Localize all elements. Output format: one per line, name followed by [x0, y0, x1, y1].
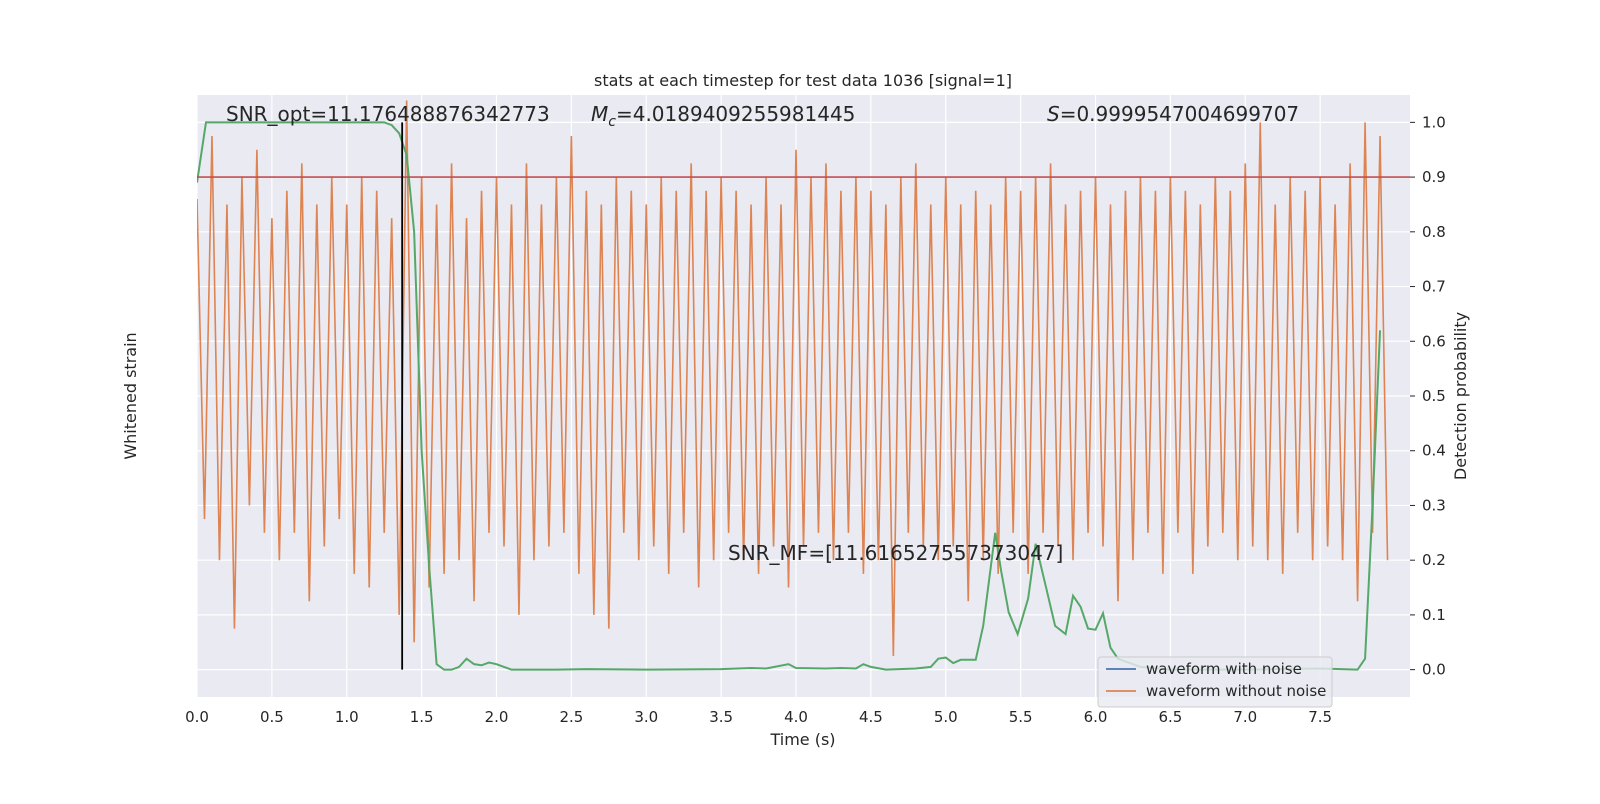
- x-tick-label: 2.0: [485, 708, 509, 726]
- annotation: SNR_MF=[11.616527557373047]: [728, 541, 1063, 565]
- y2-tick-label: 0.8: [1422, 223, 1446, 241]
- y2-tick-label: 0.6: [1422, 332, 1446, 350]
- x-tick-label: 1.5: [410, 708, 434, 726]
- x-tick-label: 3.0: [634, 708, 658, 726]
- y2-tick-label: 0.2: [1422, 551, 1446, 569]
- y2-tick-label: 0.5: [1422, 387, 1446, 405]
- y2-axis-label: Detection probability: [1451, 312, 1470, 480]
- x-tick-label: 6.5: [1158, 708, 1182, 726]
- y2-tick-label: 0.3: [1422, 496, 1446, 514]
- annotation-text: SNR_opt=11.176488876342773: [226, 102, 550, 126]
- series-line: [197, 100, 1389, 656]
- annotation-symbol: S: [1047, 102, 1060, 126]
- y-axis-label: Whitened strain: [121, 332, 140, 459]
- annotation-text: =0.9999547004699707: [1060, 102, 1299, 126]
- x-tick-label: 7.5: [1308, 708, 1332, 726]
- annotation: SNR_opt=11.176488876342773: [226, 102, 550, 126]
- y2-tick-label: 0.4: [1422, 442, 1446, 460]
- x-tick-label: 5.5: [1009, 708, 1033, 726]
- labels: 0.0 0.5 1.0 1.5 2.0 2.5 3.0 3.5 4.0 4.5 5.0 5.5 6.0 6…: [185, 102, 1446, 726]
- x-tick-label: 0.0: [185, 708, 209, 726]
- series-line: [197, 121, 1382, 671]
- y2-tick-label: 0.7: [1422, 278, 1446, 296]
- annotation-text: =4.0189409255981445: [616, 102, 855, 126]
- y2-tick-label: 0.0: [1422, 661, 1446, 679]
- chart-title: stats at each timestep for test data 103…: [594, 71, 1012, 90]
- x-tick-label: 0.5: [260, 708, 284, 726]
- x-tick-label: 2.5: [559, 708, 583, 726]
- annotation-subscript: c: [608, 114, 616, 130]
- x-tick-label: 5.0: [934, 708, 958, 726]
- y2-tick-label: 0.1: [1422, 606, 1446, 624]
- x-tick-label: 7.0: [1233, 708, 1257, 726]
- x-axis-label: Time (s): [769, 730, 835, 749]
- y2-tick-label: 1.0: [1422, 113, 1446, 131]
- marks: [197, 100, 1410, 671]
- x-tick-label: 3.5: [709, 708, 733, 726]
- annotation: S=0.9999547004699707: [1047, 102, 1299, 126]
- y2-tick-label: 0.9: [1422, 168, 1446, 186]
- legend-label: waveform with noise: [1146, 660, 1302, 678]
- x-tick-label: 4.0: [784, 708, 808, 726]
- annotation-text: SNR_MF=[11.616527557373047]: [728, 541, 1063, 565]
- annotation: Mc=4.0189409255981445: [591, 102, 855, 130]
- x-tick-label: 6.0: [1084, 708, 1108, 726]
- x-tick-label: 4.5: [859, 708, 883, 726]
- annotation-symbol: M: [591, 102, 608, 126]
- legend-box: [1097, 656, 1333, 708]
- x-tick-label: 1.0: [335, 708, 359, 726]
- legend-label: waveform without noise: [1146, 682, 1326, 700]
